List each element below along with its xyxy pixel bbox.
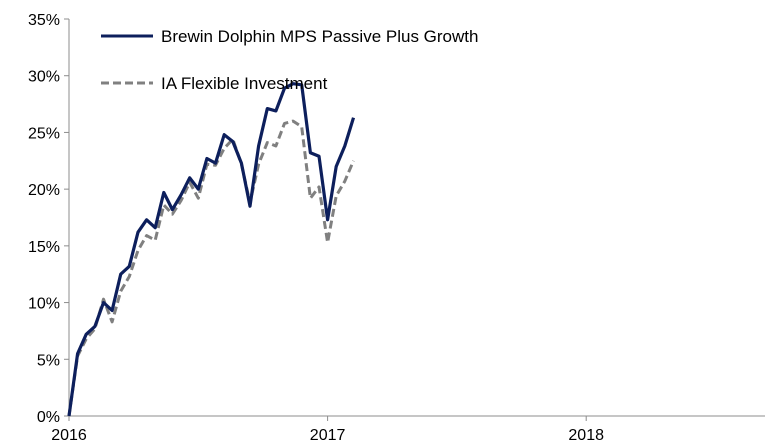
series-line-ia-flexible: [67, 119, 355, 417]
x-tick-label: 2017: [310, 427, 346, 441]
y-tick-label: 15%: [28, 239, 60, 256]
y-tick-label: 35%: [28, 12, 60, 29]
x-axis-ticks: 2016 2017 2018: [51, 416, 604, 441]
y-tick-label: 5%: [37, 352, 60, 369]
axes: [68, 19, 765, 417]
y-tick-label: 25%: [28, 125, 60, 142]
y-axis-ticks: 0% 5% 10% 15% 20% 25% 30% 35%: [28, 12, 69, 426]
legend: Brewin Dolphin MPS Passive Plus Growth IA…: [101, 27, 478, 93]
x-tick-label: 2018: [568, 427, 604, 441]
y-tick-label: 10%: [28, 296, 60, 313]
x-tick-label: 2016: [51, 427, 87, 441]
y-tick-label: 30%: [28, 69, 60, 86]
legend-label: Brewin Dolphin MPS Passive Plus Growth: [161, 27, 478, 46]
legend-label: IA Flexible Investment: [161, 74, 328, 93]
series-line-brewin-dolphin: [67, 82, 356, 417]
series-lines: [67, 82, 356, 417]
y-tick-label: 0%: [37, 409, 60, 426]
y-tick-label: 20%: [28, 182, 60, 199]
